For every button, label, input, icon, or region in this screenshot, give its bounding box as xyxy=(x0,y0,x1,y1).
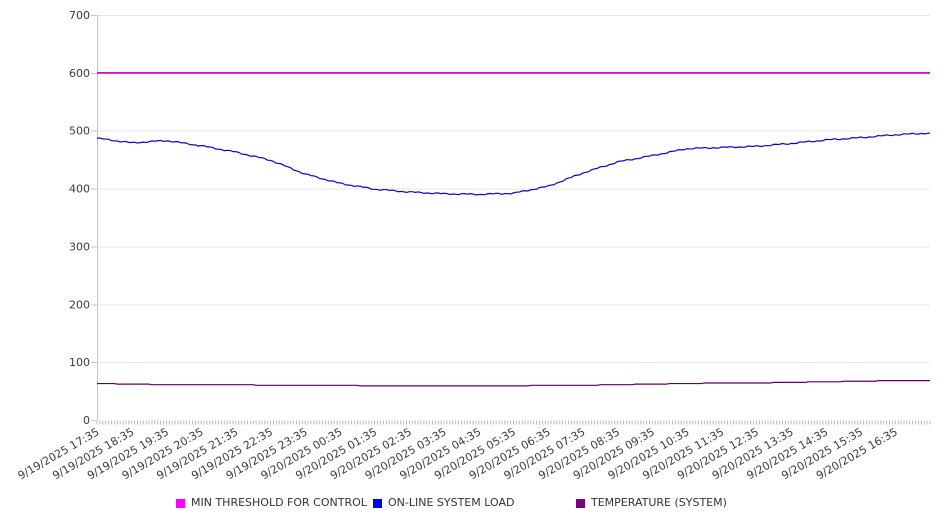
series-line-temperature-system xyxy=(97,380,930,387)
series-line-on-line-system-load xyxy=(96,132,931,196)
y-tick-label: 100 xyxy=(69,356,90,369)
y-tick-label: 700 xyxy=(69,9,90,22)
y-tick-label: 500 xyxy=(69,125,90,138)
chart-legend: MIN THRESHOLD FOR CONTROL ON-LINE SYSTEM… xyxy=(0,496,946,514)
grid-lines xyxy=(97,15,930,364)
y-tick-label: 600 xyxy=(69,67,90,80)
y-axis-labels: 0 100 200 300 400 500 600 700 xyxy=(69,9,90,427)
legend-swatch-min-threshold-icon xyxy=(176,498,185,508)
legend-item-min-threshold-for-control: MIN THRESHOLD FOR CONTROL xyxy=(176,496,367,510)
legend-item-temperature-system: TEMPERATURE (SYSTEM) xyxy=(576,496,727,510)
legend-label-temperature: TEMPERATURE (SYSTEM) xyxy=(591,496,727,509)
legend-item-online-system-load: ON-LINE SYSTEM LOAD xyxy=(373,496,514,510)
x-axis-labels: 9/19/2025 17:359/19/2025 18:359/19/2025 … xyxy=(16,425,900,482)
y-tick-label: 0 xyxy=(83,414,90,427)
x-axis-minor-ticks xyxy=(96,420,931,425)
y-tick-label: 200 xyxy=(69,298,90,311)
legend-label-online-system-load: ON-LINE SYSTEM LOAD xyxy=(388,496,515,509)
legend-swatch-temperature-icon xyxy=(576,498,585,508)
y-tick-label: 300 xyxy=(69,240,90,253)
legend-label-min-threshold: MIN THRESHOLD FOR CONTROL xyxy=(191,496,367,509)
y-tick-label: 400 xyxy=(69,183,90,196)
legend-swatch-online-system-load-icon xyxy=(373,498,382,508)
y-axis xyxy=(91,15,98,421)
chart-canvas: 0 100 200 300 400 500 600 700 9/19/2025 17:359/1… xyxy=(16,9,931,482)
